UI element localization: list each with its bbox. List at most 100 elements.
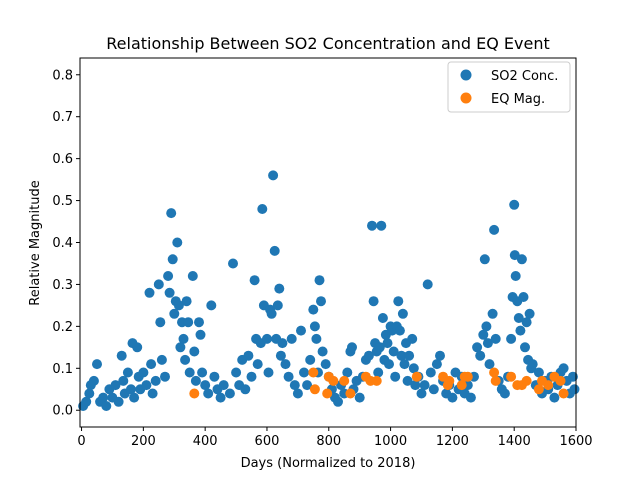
so2-point [416, 388, 427, 399]
so2-point [305, 354, 316, 365]
so2-point [390, 371, 401, 382]
so2-point [172, 237, 183, 248]
so2-point [138, 367, 149, 378]
so2-point [116, 350, 127, 361]
so2-point [333, 396, 343, 407]
eq-point [411, 371, 422, 382]
so2-point [396, 350, 407, 361]
so2-point [195, 329, 206, 340]
so2-point [203, 388, 214, 399]
eq-point [189, 388, 200, 399]
points-layer [78, 170, 580, 411]
so2-point [320, 359, 331, 370]
so2-point [224, 388, 235, 399]
so2-point [475, 350, 486, 361]
so2-point [209, 371, 220, 382]
so2-point [342, 367, 353, 378]
x-tick-label: 1000 [374, 434, 407, 449]
so2-point [153, 279, 164, 290]
so2-point [311, 333, 322, 344]
so2-point [549, 392, 560, 403]
y-tick-label: 0.4 [52, 236, 73, 251]
so2-point [484, 359, 495, 370]
so2-point [317, 346, 328, 357]
x-axis-label: Days (Normalized to 2018) [241, 456, 416, 471]
so2-point [249, 275, 260, 286]
so2-point [316, 296, 326, 307]
y-tick-label: 0.5 [52, 194, 73, 209]
so2-point [146, 359, 157, 370]
eq-point [339, 375, 350, 386]
so2-point [394, 325, 405, 336]
so2-point [481, 321, 492, 332]
eq-point [322, 388, 333, 399]
so2-point [110, 380, 121, 391]
y-tick-label: 0.0 [52, 404, 73, 419]
so2-point [521, 317, 532, 328]
so2-point [368, 296, 379, 307]
legend-marker-eq [460, 92, 472, 104]
y-tick-label: 0.7 [52, 110, 73, 125]
so2-point [155, 317, 166, 328]
so2-point [190, 375, 201, 386]
so2-point [173, 300, 184, 311]
so2-point [189, 346, 200, 357]
so2-point [81, 396, 92, 407]
so2-point [180, 354, 191, 365]
so2-point [167, 254, 178, 265]
eq-point [489, 367, 500, 378]
eq-point [543, 380, 554, 391]
so2-point [425, 367, 436, 378]
so2-point [377, 313, 388, 323]
so2-point [144, 287, 155, 298]
so2-point [257, 204, 268, 214]
y-tick-label: 0.8 [52, 68, 73, 83]
so2-point [419, 380, 430, 391]
so2-point [490, 333, 501, 344]
y-axis-label: Relative Magnitude [28, 180, 43, 305]
so2-point [272, 300, 283, 311]
so2-point [393, 296, 404, 307]
so2-point [533, 367, 544, 378]
so2-point [402, 375, 413, 386]
so2-point [465, 392, 476, 403]
so2-point [277, 338, 288, 349]
so2-point [510, 271, 521, 281]
so2-point [178, 333, 189, 344]
eq-point [308, 367, 319, 378]
y-tick-label: 0.3 [52, 278, 73, 293]
so2-point [410, 380, 421, 391]
so2-point [274, 283, 285, 294]
so2-point [163, 271, 174, 281]
so2-point [215, 392, 226, 403]
so2-point [354, 392, 365, 403]
so2-point [520, 342, 530, 353]
so2-point [286, 333, 297, 344]
so2-point [269, 245, 280, 256]
so2-point [431, 359, 442, 370]
so2-point [150, 375, 161, 386]
so2-point [302, 380, 313, 391]
so2-point [314, 275, 325, 286]
so2-point [268, 170, 279, 181]
x-tick-label: 600 [255, 434, 280, 449]
so2-point [169, 308, 180, 319]
so2-point [435, 350, 445, 361]
legend-marker-so2 [460, 69, 472, 81]
so2-point [132, 342, 143, 353]
so2-point [499, 388, 510, 399]
so2-point [482, 338, 493, 349]
so2-point [228, 258, 238, 269]
eq-point [533, 384, 544, 395]
so2-point [187, 271, 198, 281]
so2-point [489, 224, 500, 235]
so2-point [98, 392, 109, 403]
so2-point [518, 292, 529, 302]
so2-point [527, 359, 538, 370]
x-tick-label: 1400 [498, 434, 531, 449]
so2-point [231, 367, 242, 378]
so2-point [472, 342, 483, 353]
x-tick-label: 1200 [436, 434, 469, 449]
legend: SO2 Conc. EQ Mag. [447, 61, 571, 113]
x-tick-label: 400 [193, 434, 218, 449]
